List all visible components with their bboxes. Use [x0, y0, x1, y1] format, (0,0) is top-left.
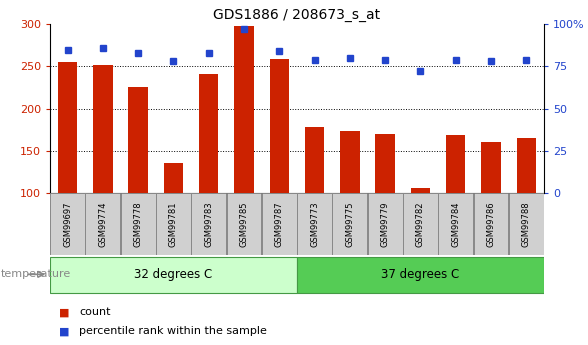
- Bar: [446, 135, 465, 193]
- Bar: [58, 62, 78, 193]
- Bar: [438, 193, 473, 255]
- Bar: [191, 193, 226, 255]
- Text: GSM99782: GSM99782: [416, 201, 425, 247]
- Text: GSM99783: GSM99783: [204, 201, 213, 247]
- Bar: [368, 193, 403, 255]
- Text: GSM99774: GSM99774: [98, 201, 108, 247]
- Bar: [50, 193, 85, 255]
- Bar: [156, 193, 191, 255]
- Bar: [226, 193, 262, 255]
- Bar: [163, 163, 183, 193]
- Text: ■: ■: [59, 307, 69, 317]
- Bar: [234, 26, 253, 193]
- Text: GSM99785: GSM99785: [239, 201, 249, 247]
- Bar: [516, 138, 536, 193]
- Bar: [305, 127, 324, 193]
- Bar: [269, 59, 289, 193]
- Text: temperature: temperature: [1, 269, 71, 279]
- Bar: [410, 188, 430, 193]
- Bar: [50, 257, 297, 293]
- Text: GSM99778: GSM99778: [133, 201, 143, 247]
- Text: 32 degrees C: 32 degrees C: [134, 268, 213, 281]
- Bar: [199, 74, 218, 193]
- Bar: [85, 193, 121, 255]
- Text: GSM99788: GSM99788: [522, 201, 531, 247]
- Bar: [340, 131, 359, 193]
- Bar: [121, 193, 156, 255]
- Bar: [481, 142, 500, 193]
- Text: GSM99697: GSM99697: [63, 201, 72, 247]
- Text: GSM99784: GSM99784: [451, 201, 460, 247]
- Text: count: count: [79, 307, 111, 317]
- Text: GSM99781: GSM99781: [169, 201, 178, 247]
- Bar: [297, 193, 332, 255]
- Bar: [128, 87, 148, 193]
- Bar: [509, 193, 544, 255]
- Title: GDS1886 / 208673_s_at: GDS1886 / 208673_s_at: [213, 8, 380, 22]
- Text: GSM99773: GSM99773: [310, 201, 319, 247]
- Bar: [473, 193, 509, 255]
- Text: GSM99775: GSM99775: [345, 201, 355, 247]
- Text: GSM99787: GSM99787: [275, 201, 284, 247]
- Text: GSM99786: GSM99786: [486, 201, 496, 247]
- Bar: [403, 193, 438, 255]
- Bar: [93, 65, 112, 193]
- Bar: [297, 257, 544, 293]
- Bar: [262, 193, 297, 255]
- Text: 37 degrees C: 37 degrees C: [381, 268, 460, 281]
- Text: GSM99779: GSM99779: [380, 201, 390, 247]
- Text: percentile rank within the sample: percentile rank within the sample: [79, 326, 268, 336]
- Bar: [332, 193, 368, 255]
- Text: ■: ■: [59, 326, 69, 336]
- Bar: [375, 134, 395, 193]
